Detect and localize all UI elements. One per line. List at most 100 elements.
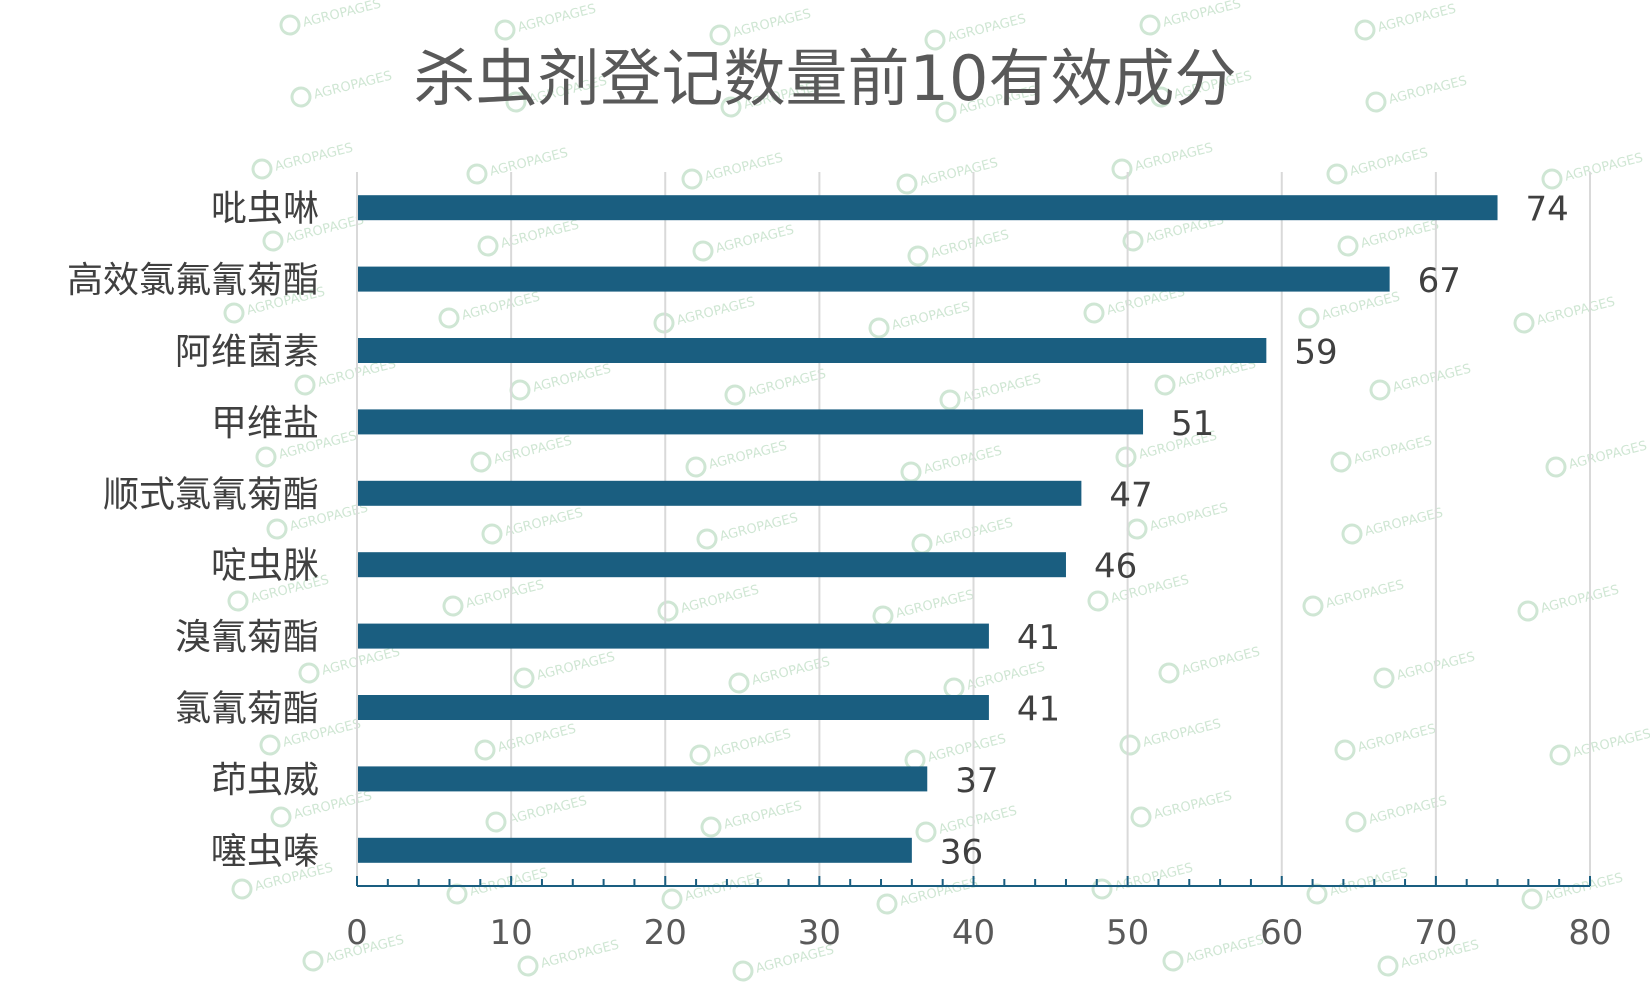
x-tick-label: 0 — [346, 913, 368, 953]
watermark: AGROPAGES — [466, 146, 570, 185]
x-tick-label: 50 — [1106, 913, 1149, 953]
data-label: 41 — [1017, 618, 1060, 658]
watermark: AGROPAGES — [290, 69, 394, 108]
watermark-logo-icon — [1337, 235, 1359, 257]
watermark-text: AGROPAGES — [1152, 789, 1233, 823]
watermark: AGROPAGES — [692, 223, 796, 262]
watermark-logo-icon — [290, 86, 312, 108]
x-tick-label: 10 — [489, 913, 532, 953]
bar — [357, 409, 1144, 435]
watermark: AGROPAGES — [494, 2, 598, 41]
watermark-logo-icon — [470, 451, 492, 473]
watermark-text: AGROPAGES — [1113, 861, 1194, 895]
category-label: 溴氰菊酯 — [175, 617, 319, 658]
bar — [357, 480, 1082, 506]
bar — [357, 695, 989, 720]
watermark-logo-icon — [485, 811, 507, 833]
watermark-logo-icon — [231, 878, 253, 900]
watermark-text: AGROPAGES — [707, 439, 788, 473]
watermark-logo-icon — [1150, 86, 1172, 108]
watermark: AGROPAGES — [509, 362, 613, 401]
watermark: AGROPAGES — [442, 578, 546, 617]
watermark: AGROPAGES — [1298, 290, 1402, 329]
data-label: 37 — [955, 761, 998, 801]
watermark-text: AGROPAGES — [531, 362, 612, 396]
data-label: 67 — [1418, 261, 1461, 301]
watermark-logo-icon — [1354, 19, 1376, 41]
watermark-text: AGROPAGES — [312, 69, 393, 103]
watermark: AGROPAGES — [1162, 933, 1266, 972]
watermark: AGROPAGES — [1345, 794, 1449, 833]
data-label: 47 — [1109, 475, 1152, 515]
watermark-logo-icon — [255, 446, 277, 468]
watermark: AGROPAGES — [681, 151, 785, 190]
watermark: AGROPAGES — [907, 228, 1011, 267]
watermark-logo-icon — [442, 595, 464, 617]
watermark-logo-icon — [509, 379, 531, 401]
watermark-logo-icon — [474, 739, 496, 761]
watermark-text: AGROPAGES — [683, 871, 764, 905]
watermark-logo-icon — [223, 302, 245, 324]
watermark-logo-icon — [724, 384, 746, 406]
watermark: AGROPAGES — [700, 799, 804, 838]
watermark-text: AGROPAGES — [1543, 871, 1624, 905]
bar — [357, 338, 1267, 363]
watermark-logo-icon — [681, 168, 703, 190]
watermark-text: AGROPAGES — [503, 506, 584, 540]
watermark-text: AGROPAGES — [703, 151, 784, 185]
bar — [357, 552, 1066, 578]
watermark-logo-icon — [1326, 163, 1348, 185]
x-tick-label: 30 — [798, 913, 841, 953]
x-tick-label: 20 — [644, 913, 687, 953]
watermark: AGROPAGES — [872, 588, 976, 627]
category-label: 吡虫啉 — [211, 189, 319, 230]
watermark-logo-icon — [900, 461, 922, 483]
watermark-text: AGROPAGES — [714, 223, 795, 257]
watermark-text: AGROPAGES — [929, 228, 1010, 262]
x-tick-label: 80 — [1568, 913, 1611, 953]
watermark: AGROPAGES — [896, 156, 1000, 195]
watermark-text: AGROPAGES — [492, 434, 573, 468]
watermark-logo-icon — [728, 672, 750, 694]
watermark-logo-icon — [494, 19, 516, 41]
watermark-logo-icon — [1154, 374, 1176, 396]
watermark-logo-icon — [1513, 312, 1535, 334]
watermark-logo-icon — [481, 523, 503, 545]
watermark-text: AGROPAGES — [1391, 362, 1472, 396]
watermark: AGROPAGES — [1517, 583, 1621, 622]
watermark: AGROPAGES — [1541, 151, 1645, 190]
watermark: AGROPAGES — [1341, 506, 1445, 545]
watermark-text: AGROPAGES — [922, 444, 1003, 478]
bar — [357, 266, 1390, 292]
watermark: AGROPAGES — [1326, 146, 1430, 185]
watermark-logo-icon — [505, 91, 527, 113]
category-label: 阿维菌素 — [175, 332, 319, 373]
watermark: AGROPAGES — [446, 866, 550, 905]
watermark: AGROPAGES — [1513, 295, 1617, 334]
watermark-text: AGROPAGES — [894, 588, 975, 622]
watermark: AGROPAGES — [696, 511, 800, 550]
watermark: AGROPAGES — [438, 290, 542, 329]
watermark: AGROPAGES — [1111, 141, 1215, 180]
watermark-logo-icon — [876, 893, 898, 915]
watermark-text: AGROPAGES — [1320, 290, 1401, 324]
watermark: AGROPAGES — [1306, 866, 1410, 905]
watermark-text: AGROPAGES — [1359, 218, 1440, 252]
watermark-text: AGROPAGES — [496, 722, 577, 756]
watermark-text: AGROPAGES — [1356, 722, 1437, 756]
watermark-logo-icon — [1126, 518, 1148, 540]
watermark-text: AGROPAGES — [722, 799, 803, 833]
watermark-logo-icon — [279, 14, 301, 36]
data-label: 46 — [1094, 547, 1137, 587]
watermark-logo-icon — [1115, 446, 1137, 468]
watermark-logo-icon — [1369, 379, 1391, 401]
watermark: AGROPAGES — [1369, 362, 1473, 401]
watermark-logo-icon — [692, 240, 714, 262]
watermark-text: AGROPAGES — [488, 146, 569, 180]
watermark-text: AGROPAGES — [675, 295, 756, 329]
watermark-logo-icon — [720, 96, 742, 118]
watermark-text: AGROPAGES — [460, 290, 541, 324]
watermark-logo-icon — [517, 955, 539, 977]
category-label: 顺式氯氰菊酯 — [103, 474, 319, 515]
watermark-text: AGROPAGES — [1387, 74, 1468, 108]
